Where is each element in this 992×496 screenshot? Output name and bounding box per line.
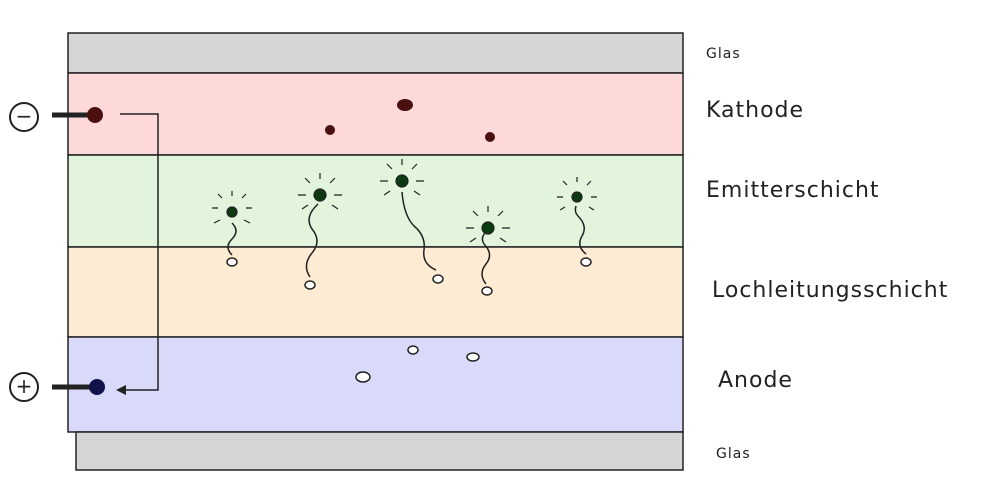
arrowhead bbox=[116, 385, 126, 395]
layer-glass-bottom bbox=[75, 431, 684, 471]
layer-label: Anode bbox=[718, 368, 793, 393]
contact bbox=[89, 379, 105, 395]
layer-cathode bbox=[67, 72, 684, 156]
path bbox=[401, 191, 437, 271]
layer-anode bbox=[67, 336, 684, 433]
layer-glass-top bbox=[67, 32, 684, 74]
exciton bbox=[466, 206, 510, 243]
path bbox=[481, 231, 491, 285]
electron bbox=[397, 99, 413, 111]
hole bbox=[481, 286, 493, 296]
hole bbox=[355, 371, 371, 383]
terminal-circle bbox=[9, 102, 39, 132]
layer-label: Kathode bbox=[706, 98, 804, 123]
layer-label: Glas bbox=[706, 46, 741, 62]
hole bbox=[304, 280, 316, 290]
layer-label: Emitterschicht bbox=[706, 178, 880, 203]
hole bbox=[580, 257, 592, 267]
path bbox=[227, 222, 237, 256]
connections bbox=[52, 107, 159, 395]
electrons bbox=[325, 99, 495, 142]
layer-label: Lochleitungsschicht bbox=[712, 278, 948, 303]
electron bbox=[325, 125, 335, 135]
hole-paths bbox=[227, 191, 587, 285]
contact bbox=[87, 107, 103, 123]
terminal-negative: − bbox=[16, 104, 33, 128]
terminal-positive: + bbox=[16, 374, 33, 398]
hole bbox=[407, 345, 419, 355]
hole bbox=[226, 257, 238, 267]
holes bbox=[226, 257, 592, 383]
hole bbox=[466, 352, 480, 362]
hole bbox=[432, 274, 444, 284]
layer-label: Glas bbox=[716, 446, 751, 462]
wire bbox=[120, 113, 159, 391]
path bbox=[305, 203, 319, 278]
electron bbox=[485, 132, 495, 142]
layers bbox=[67, 32, 684, 471]
path bbox=[574, 205, 587, 255]
exciton bbox=[557, 177, 597, 211]
exciton bbox=[380, 159, 424, 196]
excitons bbox=[212, 159, 597, 243]
terminal-circle bbox=[9, 372, 39, 402]
exciton bbox=[298, 173, 342, 210]
layer-emitter bbox=[67, 154, 684, 248]
exciton bbox=[212, 191, 252, 224]
